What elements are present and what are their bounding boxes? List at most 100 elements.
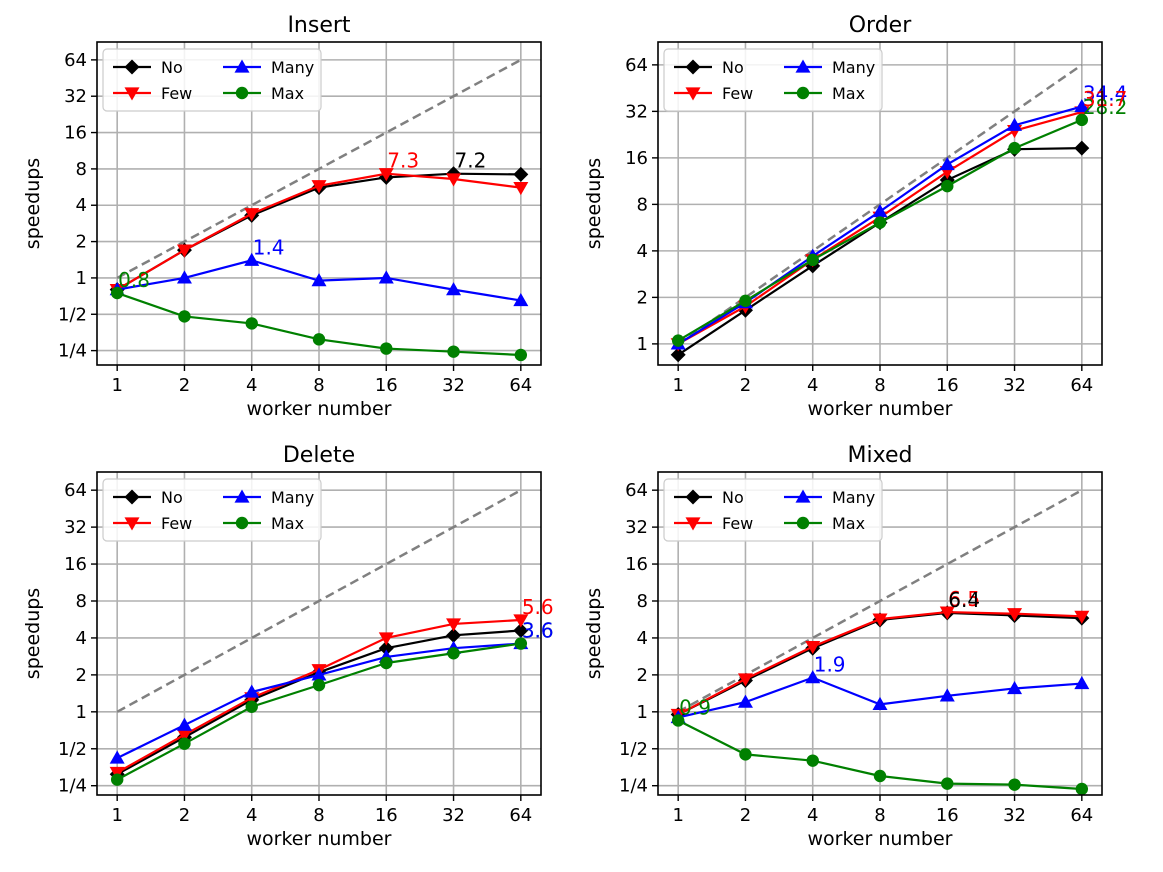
data-label: 0.8 bbox=[118, 268, 150, 292]
x-tick-label: 16 bbox=[375, 805, 398, 826]
y-tick-label: 1/2 bbox=[58, 304, 87, 325]
legend-marker-max bbox=[235, 86, 249, 100]
x-tick-label: 32 bbox=[442, 375, 465, 396]
x-tick-label: 4 bbox=[246, 375, 257, 396]
x-tick-label: 4 bbox=[246, 805, 257, 826]
legend-marker-max bbox=[796, 516, 810, 530]
legend-label-many: Many bbox=[832, 488, 875, 507]
legend-marker-few bbox=[124, 517, 140, 531]
y-tick-label: 1/2 bbox=[58, 739, 87, 760]
ideal-speedup-line bbox=[116, 489, 522, 713]
data-point bbox=[244, 208, 260, 222]
legend: No Many Few Max bbox=[663, 48, 883, 112]
y-tick-label: 1/4 bbox=[619, 776, 648, 797]
y-tick-label: 1/4 bbox=[58, 341, 87, 362]
legend-marker-few bbox=[685, 517, 701, 531]
data-point bbox=[1074, 676, 1090, 690]
legend-box bbox=[102, 48, 322, 112]
x-axis-label: worker number bbox=[808, 828, 953, 850]
y-tick-label: 4 bbox=[76, 628, 87, 649]
chart-title: Insert bbox=[287, 13, 350, 38]
legend-marker-few bbox=[124, 87, 140, 101]
data-point bbox=[1007, 608, 1023, 622]
data-point bbox=[739, 748, 752, 761]
data-point bbox=[513, 614, 529, 628]
data-point bbox=[1007, 680, 1023, 695]
data-label: 6.4 bbox=[948, 588, 980, 612]
legend-marker-max bbox=[235, 516, 249, 530]
data-point bbox=[447, 345, 460, 358]
legend-label-max: Max bbox=[832, 514, 865, 533]
series-max bbox=[110, 637, 528, 786]
legend-box bbox=[102, 478, 322, 542]
chart-delete: 5.63.63.61 2 4 8 16 32 641/41/21248163264Delet… bbox=[22, 443, 554, 850]
y-tick-label: 8 bbox=[76, 591, 87, 612]
legend: No Many Few Max bbox=[102, 48, 322, 112]
y-axis-label: speedups bbox=[583, 158, 605, 249]
data-point bbox=[737, 694, 753, 708]
chart-insert: 7.3 7.2 1.4 0.8 1 2 4 8 16 32 64 1/4 1/2 1 2 4 8 16 32 64 In… bbox=[22, 13, 542, 420]
chart-order: 34.428.231.7 1 2 4 8 16 32 64 1 2 4 8 16 32 64 Order wor… bbox=[583, 13, 1127, 420]
data-point bbox=[311, 180, 327, 194]
data-label: 3.6 bbox=[522, 619, 554, 643]
x-tick-label: 64 bbox=[509, 805, 532, 826]
x-tick-label: 16 bbox=[936, 375, 959, 396]
data-point bbox=[671, 334, 685, 347]
x-tick-label: 32 bbox=[1003, 805, 1026, 826]
y-tick-label: 8 bbox=[76, 159, 87, 180]
legend-label-few: Few bbox=[722, 84, 753, 103]
series-many bbox=[670, 670, 1090, 724]
data-point bbox=[312, 678, 326, 692]
data-point bbox=[244, 252, 260, 266]
data-point bbox=[244, 684, 260, 698]
x-tick-label: 8 bbox=[313, 375, 324, 396]
x-tick-label: 4 bbox=[807, 375, 818, 396]
data-label: 31.7 bbox=[1083, 87, 1128, 111]
data-point bbox=[178, 310, 191, 323]
y-tick-label: 64 bbox=[64, 50, 87, 71]
legend-label-few: Few bbox=[722, 514, 753, 533]
data-point bbox=[514, 348, 528, 362]
x-tick-label: 16 bbox=[936, 805, 959, 826]
data-point bbox=[513, 622, 529, 638]
data-point bbox=[312, 333, 326, 346]
data-point bbox=[109, 750, 125, 764]
chart-mixed: 6.56.4 1.9 0.9 1 2 4 8 16 32 64 1/4 1/2 1 2 4 8 16 32 64 Mi… bbox=[583, 443, 1103, 850]
x-axis-label: worker number bbox=[808, 398, 953, 420]
data-point bbox=[941, 179, 954, 193]
data-point bbox=[737, 673, 753, 687]
chart-title: Order bbox=[849, 13, 912, 38]
x-tick-label: 64 bbox=[509, 375, 532, 396]
legend-label-no: No bbox=[161, 58, 183, 77]
legend-label-no: No bbox=[161, 488, 183, 507]
x-tick-label: 1 bbox=[111, 805, 122, 826]
x-tick-label: 2 bbox=[740, 805, 751, 826]
x-tick-label: 8 bbox=[874, 805, 885, 826]
x-tick-label: 2 bbox=[179, 375, 190, 396]
y-tick-label: 1 bbox=[76, 702, 87, 723]
legend-marker-many bbox=[234, 489, 250, 503]
data-label: 7.2 bbox=[455, 149, 487, 173]
y-tick-label: 8 bbox=[637, 591, 648, 612]
ideal-speedup-line bbox=[116, 58, 522, 280]
data-point bbox=[872, 203, 888, 218]
data-point bbox=[1074, 140, 1090, 156]
data-point bbox=[380, 342, 393, 355]
data-point bbox=[873, 216, 887, 229]
data-point bbox=[805, 640, 821, 655]
data-point bbox=[110, 286, 124, 300]
data-point bbox=[1008, 141, 1021, 155]
legend-marker-no bbox=[124, 489, 140, 505]
legend-marker-no bbox=[685, 489, 701, 505]
data-point bbox=[176, 244, 192, 258]
y-tick-label: 4 bbox=[76, 195, 87, 216]
data-point bbox=[378, 632, 394, 646]
y-tick-label: 1/4 bbox=[58, 776, 87, 797]
x-tick-label: 32 bbox=[1003, 375, 1026, 396]
series-max bbox=[671, 113, 1089, 347]
x-tick-label: 1 bbox=[672, 375, 683, 396]
data-point bbox=[446, 627, 462, 643]
data-point bbox=[1007, 117, 1023, 131]
y-axis-label: speedups bbox=[583, 588, 605, 679]
